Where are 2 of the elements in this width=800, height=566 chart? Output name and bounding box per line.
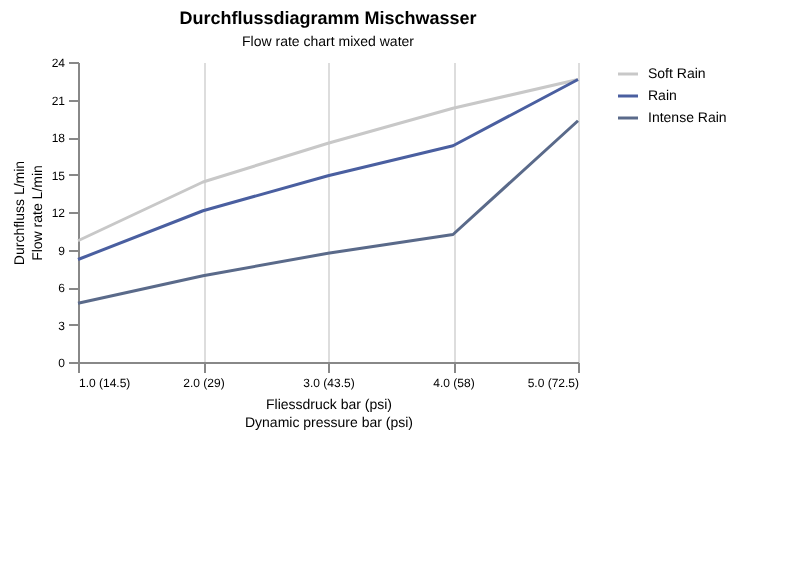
chart-title: Durchflussdiagramm Mischwasser xyxy=(179,8,478,28)
line-series xyxy=(76,119,580,305)
